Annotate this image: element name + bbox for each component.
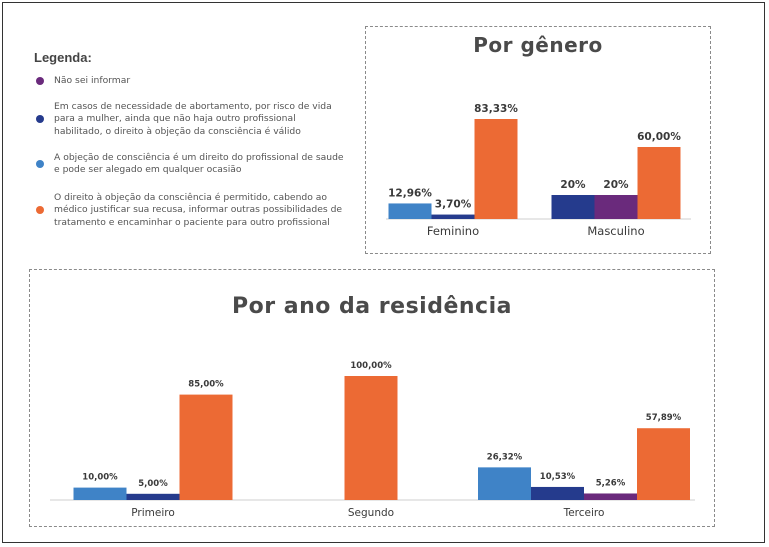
bar-primeiro-1 bbox=[73, 487, 127, 500]
category-label-terceiro: Terceiro bbox=[563, 507, 605, 519]
bar-feminino-1 bbox=[388, 203, 432, 219]
category-label-segundo: Segundo bbox=[348, 507, 394, 519]
data-label-terceiro-2: 10,53% bbox=[540, 472, 576, 482]
data-label-feminino-1: 12,96% bbox=[388, 187, 432, 199]
bar-primeiro-3 bbox=[179, 394, 233, 500]
category-label-feminino: Feminino bbox=[427, 224, 479, 238]
legend: Legenda: Não sei informar Em casos de ne… bbox=[34, 50, 344, 239]
data-label-masculino-2: 20% bbox=[603, 179, 629, 191]
legend-item-label: O direito à objeção da consciência é per… bbox=[54, 192, 343, 228]
legend-title: Legenda: bbox=[34, 50, 92, 65]
bar-primeiro-2 bbox=[126, 493, 180, 500]
data-label-feminino-2: 3,70% bbox=[435, 199, 472, 211]
bar-masculino-3 bbox=[637, 147, 681, 219]
legend-item-label: A objeção de consciência é um direito do… bbox=[54, 151, 344, 176]
data-label-masculino-3: 60,00% bbox=[637, 131, 681, 143]
data-label-terceiro-4: 57,89% bbox=[646, 413, 682, 423]
data-label-primeiro-3: 85,00% bbox=[188, 380, 224, 390]
bar-terceiro-1 bbox=[478, 467, 531, 500]
legend-dot-blue bbox=[36, 159, 44, 168]
bar-terceiro-2 bbox=[531, 486, 584, 500]
data-label-primeiro-1: 10,00% bbox=[82, 473, 118, 483]
category-label-masculino: Masculino bbox=[587, 224, 644, 238]
residency-chart-panel: Por ano da residência 10,00% 5,00% 85,00% P… bbox=[29, 269, 715, 527]
gender-chart-panel: Por gênero 12,96% 3,70% 83,33% Feminino 20% 2… bbox=[365, 26, 711, 254]
category-label-primeiro: Primeiro bbox=[131, 507, 175, 519]
data-label-masculino-1: 20% bbox=[560, 179, 586, 191]
bar-feminino-2 bbox=[431, 214, 475, 219]
residency-chart-title: Por ano da residência bbox=[232, 294, 512, 319]
legend-item-permitido: O direito à objeção da consciência é per… bbox=[34, 192, 344, 229]
data-label-primeiro-2: 5,00% bbox=[138, 479, 168, 489]
bar-feminino-3 bbox=[474, 119, 518, 219]
legend-item-label: Em casos de necessidade de abortamento, … bbox=[54, 101, 332, 137]
data-label-segundo-1: 100,00% bbox=[350, 361, 392, 371]
data-label-terceiro-3: 5,26% bbox=[596, 478, 626, 488]
legend-dot-orange bbox=[36, 206, 44, 215]
legend-item-abortamento: Em casos de necessidade de abortamento, … bbox=[34, 101, 344, 138]
bar-masculino-1 bbox=[551, 195, 595, 219]
gender-bar-chart: 12,96%3,70% 83,33% Feminino 20% 20% 60,00% Mas… bbox=[386, 103, 691, 238]
data-label-terceiro-1: 26,32% bbox=[487, 452, 523, 462]
bar-masculino-2 bbox=[594, 195, 638, 219]
legend-dot-purple bbox=[36, 77, 44, 85]
residency-bar-chart: 10,00% 5,00% 85,00% Primeiro 100,00% Segundo 2… bbox=[50, 361, 695, 519]
gender-chart-title: Por gênero bbox=[473, 33, 603, 57]
legend-item-nao-sei: Não sei informar bbox=[34, 75, 344, 87]
bar-segundo-1 bbox=[344, 376, 398, 500]
legend-item-label: Não sei informar bbox=[54, 75, 131, 86]
legend-item-direito-profissional: A objeção de consciência é um direito do… bbox=[34, 152, 344, 176]
bar-terceiro-4 bbox=[637, 428, 690, 500]
legend-dot-navy bbox=[36, 115, 44, 124]
data-label-feminino-3: 83,33% bbox=[474, 103, 518, 115]
bar-terceiro-3 bbox=[584, 493, 637, 500]
